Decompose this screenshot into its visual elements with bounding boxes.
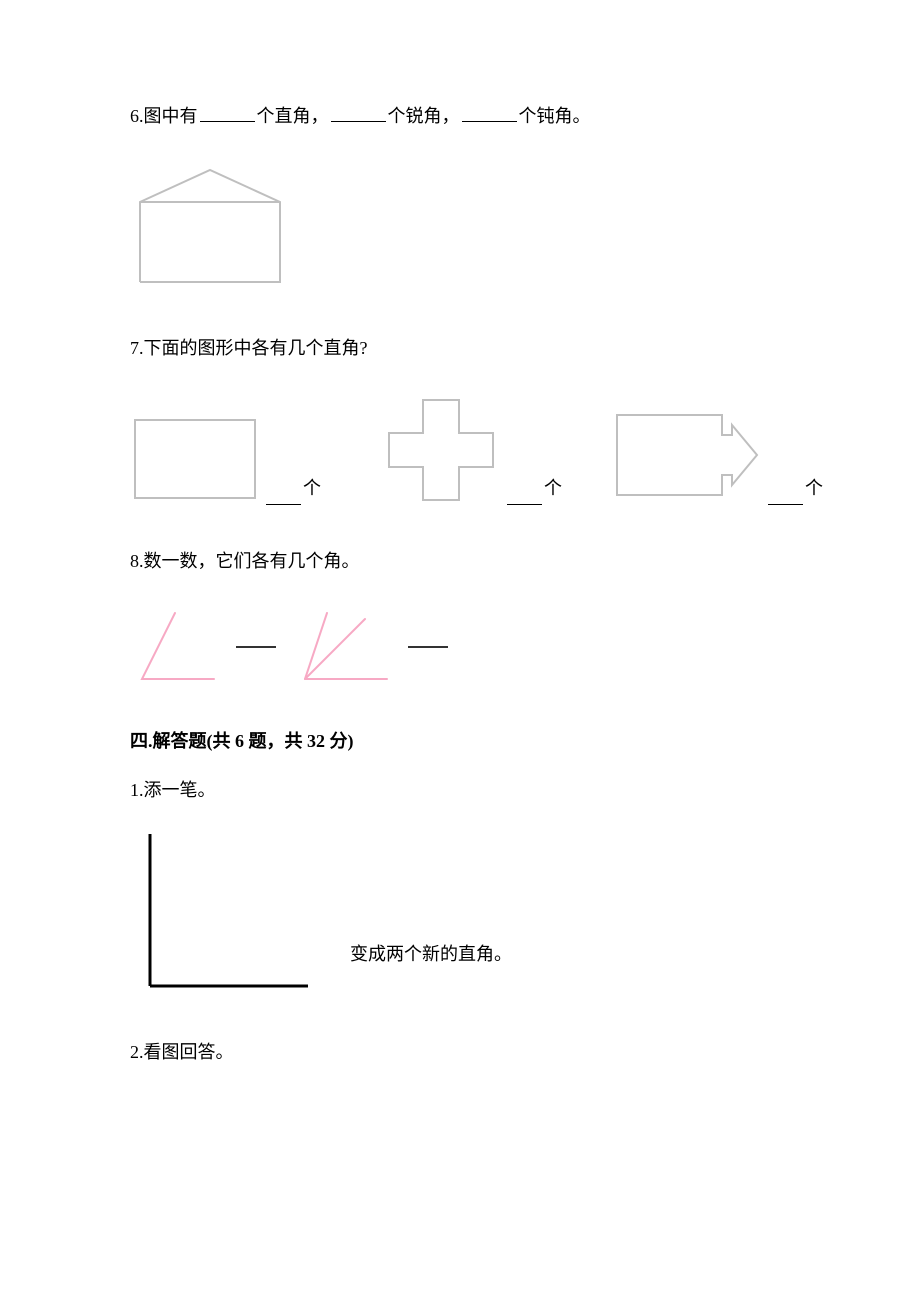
q8-blank-1 bbox=[231, 637, 281, 657]
s4q1-text: 1.添一笔。 bbox=[130, 780, 216, 800]
q7-unit-2: 个 bbox=[544, 472, 562, 504]
q8-line: 8.数一数，它们各有几个角。 bbox=[130, 545, 790, 577]
q7-shape-rect bbox=[130, 415, 260, 505]
q6-text-2: 个直角， bbox=[257, 106, 329, 126]
q7-unit-1: 个 bbox=[303, 472, 321, 504]
q8-blank-2 bbox=[403, 637, 453, 657]
q7-shape-arrow bbox=[612, 405, 762, 505]
q8-shape-2 bbox=[287, 607, 397, 687]
s4q1-line: 1.添一笔。 bbox=[130, 774, 790, 806]
q6-line: 6.图中有 个直角， 个锐角， 个钝角。 bbox=[130, 100, 790, 132]
q7-blank-2 bbox=[507, 484, 542, 505]
s4q1-figure-row: 变成两个新的直角。 bbox=[130, 826, 790, 996]
q6-blank-1 bbox=[200, 101, 255, 122]
q6-text-4: 个钝角。 bbox=[519, 106, 591, 126]
q7-line: 7.下面的图形中各有几个直角? bbox=[130, 332, 790, 364]
q7-shape-plus bbox=[381, 395, 501, 505]
q7-fig1: 个 bbox=[130, 415, 321, 505]
s4q2-text: 2.看图回答。 bbox=[130, 1042, 234, 1062]
q8-shape-1 bbox=[130, 607, 225, 687]
s4q2-line: 2.看图回答。 bbox=[130, 1036, 790, 1068]
s4q1-tail: 变成两个新的直角。 bbox=[350, 938, 512, 970]
s4q1-shape-L bbox=[130, 826, 320, 996]
q6-text-1: 6.图中有 bbox=[130, 106, 198, 126]
q7-blank-3 bbox=[768, 484, 803, 505]
q7-blank-1 bbox=[266, 484, 301, 505]
q6-text-3: 个锐角， bbox=[388, 106, 460, 126]
q7-fig3: 个 bbox=[612, 405, 823, 505]
section4-title: 四.解答题(共 6 题，共 32 分) bbox=[130, 725, 790, 757]
q6-house-outline bbox=[140, 170, 280, 282]
q8-figures-row bbox=[130, 607, 790, 687]
page: 6.图中有 个直角， 个锐角， 个钝角。 7.下面的图形中各有几个直角? 个 个 bbox=[0, 0, 920, 1198]
q7-figures-row: 个 个 个 bbox=[130, 395, 790, 505]
q7-unit-3: 个 bbox=[805, 472, 823, 504]
q8-text: 8.数一数，它们各有几个角。 bbox=[130, 551, 360, 571]
q6-figure bbox=[130, 162, 790, 292]
q6-blank-3 bbox=[462, 101, 517, 122]
q7-text: 7.下面的图形中各有几个直角? bbox=[130, 338, 368, 358]
q6-blank-2 bbox=[331, 101, 386, 122]
q7-fig2: 个 bbox=[381, 395, 562, 505]
